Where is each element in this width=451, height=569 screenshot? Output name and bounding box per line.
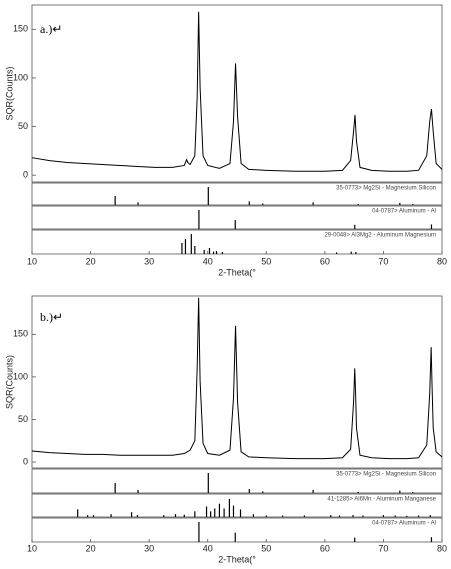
reference-frame: [31, 468, 443, 494]
y-tick-label: 0: [23, 456, 28, 466]
x-tick-label: 80: [437, 256, 447, 266]
xrd-pattern: [31, 297, 443, 460]
x-tick-label: 20: [86, 543, 96, 553]
x-tick-label: 30: [144, 256, 154, 266]
x-axis-label: 2-Theta(°: [218, 267, 256, 277]
y-tick-label: 100: [13, 371, 28, 381]
ref-label: 35-0773> Mg2Si - Magnesium Silicon: [336, 472, 436, 478]
x-axis-label: 2-Theta(°: [218, 554, 256, 564]
x-tick-label: 30: [144, 543, 154, 553]
y-tick-label: 50: [18, 414, 28, 424]
panel-label: b.)↵: [40, 310, 63, 324]
y-axis-label: SQR(Counts): [4, 355, 14, 409]
x-tick-label: 40: [203, 543, 213, 553]
x-tick-label: 20: [86, 256, 96, 266]
y-axis-label: SQR(Counts): [4, 66, 14, 120]
reference-frame: [31, 493, 443, 518]
x-tick-label: 10: [27, 256, 37, 266]
y-tick-label: 150: [13, 329, 28, 339]
plot-frame: [31, 295, 443, 469]
x-tick-label: 60: [320, 543, 330, 553]
x-tick-label: 40: [203, 256, 213, 266]
reference-frame: [31, 517, 443, 543]
ref-label: 04-0787> Aluminum - Al: [372, 521, 436, 527]
x-tick-label: 70: [378, 543, 388, 553]
ref-label: 41-1285> Al6Mn - Aluminum Manganese: [327, 497, 436, 503]
x-tick-label: 50: [261, 543, 271, 553]
panel-label: a.)↵: [40, 22, 62, 36]
x-tick-label: 60: [320, 256, 330, 266]
xrd-pattern: [31, 11, 443, 172]
x-tick-label: 80: [437, 543, 447, 553]
x-tick-label: 10: [27, 543, 37, 553]
reference-frame: [31, 205, 443, 230]
reference-frame: [31, 182, 443, 206]
plot-frame: [31, 4, 443, 183]
y-tick-label: 50: [18, 121, 28, 131]
x-tick-label: 50: [261, 256, 271, 266]
ref-label: 29-0048> Al3Mg2 - Aluminum Magnesium: [324, 233, 436, 239]
y-tick-label: 150: [13, 24, 28, 34]
ref-label: 35-0773> Mg2Si - Magnesium Silicon: [336, 186, 436, 192]
y-tick-label: 100: [13, 72, 28, 82]
x-tick-label: 70: [378, 256, 388, 266]
y-tick-label: 0: [23, 170, 28, 180]
ref-label: 04-0787> Aluminum - Al: [372, 209, 436, 215]
reference-frame: [31, 229, 443, 255]
